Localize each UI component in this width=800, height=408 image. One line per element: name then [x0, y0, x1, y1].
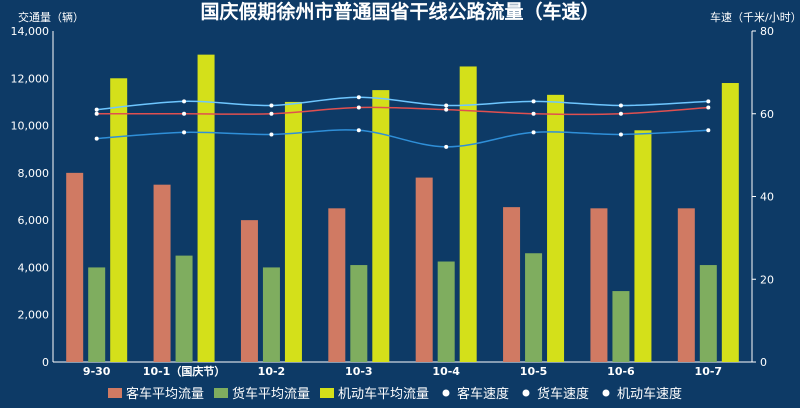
chart-title: 国庆假期徐州市普通国省干线公路流量（车速） — [200, 0, 599, 23]
line-point — [706, 99, 711, 104]
bar-2 — [262, 267, 280, 362]
bar-2 — [525, 253, 543, 362]
left-tick-label: 0 — [42, 356, 49, 369]
bar-1 — [328, 208, 346, 362]
bar-1 — [415, 177, 433, 362]
line-point — [444, 144, 449, 149]
line-point — [444, 103, 449, 108]
left-tick-label: 8,000 — [18, 167, 50, 180]
x-axis-ticks: 9-30 10-1（国庆节） 10-2 10-3 10-4 10-5 10-6 10-7 — [83, 364, 722, 378]
legend-item[interactable]: 客车平均流量 — [108, 386, 204, 402]
bar-3 — [459, 66, 477, 362]
bar-layer — [66, 54, 739, 363]
legend-swatch — [522, 389, 530, 397]
legend-label: 客车速度 — [457, 386, 509, 402]
legend-item[interactable]: 机动车速度 — [602, 386, 683, 402]
line-point — [94, 107, 99, 112]
line-point — [618, 103, 623, 108]
bar-3 — [634, 130, 652, 362]
legend-swatch — [320, 388, 334, 398]
bar-2 — [88, 267, 106, 362]
left-tick-label: 4,000 — [18, 261, 50, 274]
line-point — [531, 111, 536, 116]
x-tick-label: 10-3 — [345, 365, 373, 378]
right-tick-label: 20 — [760, 273, 774, 286]
legend: 客车平均流量 货车平均流量 机动车平均流量 客车速度 货车速度 机动车速度 — [108, 386, 682, 402]
bar-2 — [612, 291, 630, 362]
legend-item[interactable]: 货车平均流量 — [214, 386, 310, 402]
line-point — [356, 128, 361, 133]
line-point — [269, 103, 274, 108]
bar-1 — [677, 208, 695, 362]
x-tick-label: 10-7 — [695, 365, 723, 378]
left-tick-label: 6,000 — [18, 214, 50, 227]
x-tick-label: 10-2 — [258, 365, 286, 378]
bar-3 — [372, 90, 390, 362]
legend-item[interactable]: 机动车平均流量 — [320, 386, 429, 402]
x-tick-label: 10-6 — [607, 365, 635, 378]
legend-swatch — [442, 389, 450, 397]
x-tick-label: 10-4 — [432, 365, 460, 378]
line-point — [618, 132, 623, 137]
bar-3 — [547, 94, 565, 362]
line-point — [269, 111, 274, 116]
line-point — [94, 111, 99, 116]
line-point — [618, 111, 623, 116]
bar-1 — [503, 207, 521, 362]
right-tick-label: 40 — [760, 191, 774, 204]
line-layer — [94, 95, 711, 149]
line-point — [269, 132, 274, 137]
bar-1 — [153, 184, 171, 362]
legend-label: 货车平均流量 — [232, 386, 310, 402]
legend-label: 货车速度 — [537, 386, 589, 402]
line-point — [182, 99, 187, 104]
left-tick-label: 2,000 — [18, 309, 50, 322]
legend-item[interactable]: 货车速度 — [522, 386, 590, 402]
bar-3 — [721, 83, 739, 362]
bar-1 — [240, 220, 258, 362]
legend-label: 机动车平均流量 — [338, 386, 429, 402]
line-point — [94, 136, 99, 141]
legend-item[interactable]: 客车速度 — [442, 386, 510, 402]
legend-swatch — [602, 389, 610, 397]
line-point — [444, 107, 449, 112]
legend-swatch — [108, 388, 122, 398]
legend-swatch — [214, 388, 228, 398]
bar-3 — [197, 54, 215, 363]
x-tick-label: 10-5 — [520, 365, 548, 378]
bar-2 — [699, 265, 717, 362]
line-point — [356, 105, 361, 110]
line-point — [182, 111, 187, 116]
right-tick-label: 0 — [760, 356, 767, 369]
line-1 — [96, 96, 709, 111]
bar-2 — [437, 261, 455, 362]
left-tick-label: 12,000 — [11, 72, 50, 85]
bar-1 — [590, 208, 608, 362]
bar-3 — [110, 78, 128, 363]
right-tick-label: 60 — [760, 108, 774, 121]
left-axis-label: 交通量（辆） — [18, 10, 84, 24]
line-point — [531, 99, 536, 104]
legend-label: 客车平均流量 — [126, 386, 204, 402]
left-tick-label: 14,000 — [11, 25, 50, 38]
bar-1 — [66, 172, 84, 362]
bar-2 — [175, 255, 193, 362]
right-axis-label: 车速（千米/小时） — [710, 10, 800, 24]
x-tick-label: 10-1（国庆节） — [143, 364, 226, 378]
right-tick-label: 80 — [760, 25, 774, 38]
line-point — [182, 130, 187, 135]
line-point — [531, 130, 536, 135]
left-tick-label: 10,000 — [11, 120, 50, 133]
line-point — [706, 128, 711, 133]
bar-2 — [350, 265, 368, 362]
line-3 — [96, 106, 709, 116]
line-point — [706, 105, 711, 110]
line-point — [356, 95, 361, 100]
legend-label: 机动车速度 — [617, 386, 682, 402]
x-tick-label: 9-30 — [83, 365, 111, 378]
line-2 — [96, 129, 709, 148]
bar-3 — [284, 101, 302, 362]
